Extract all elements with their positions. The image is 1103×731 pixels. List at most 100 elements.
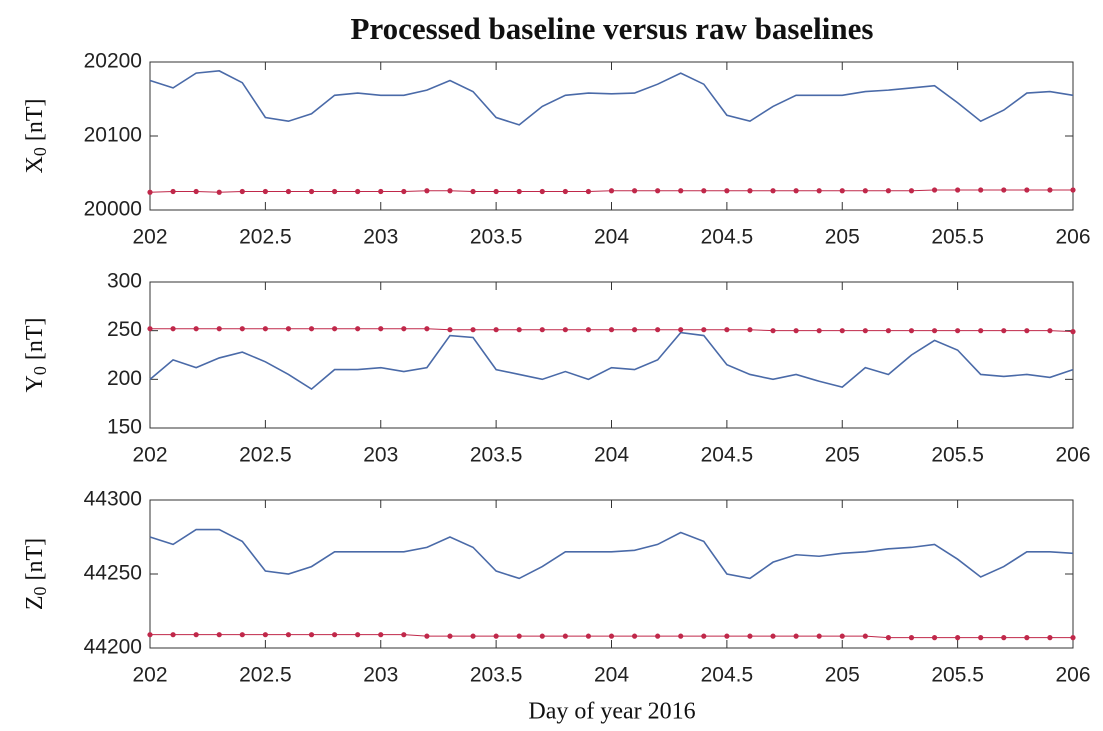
y-tick-label: 20000 (84, 198, 142, 221)
marker (516, 327, 522, 333)
marker (332, 326, 338, 332)
marker (955, 187, 961, 193)
x-tick-label: 205.5 (931, 444, 984, 467)
marker (378, 632, 384, 638)
marker (308, 632, 315, 638)
marker (239, 188, 245, 195)
marker (1047, 187, 1053, 193)
x-tick-label: 202 (132, 444, 167, 467)
marker (470, 188, 476, 195)
marker (816, 188, 822, 194)
marker (862, 328, 868, 334)
marker (170, 326, 176, 332)
marker (539, 633, 545, 639)
marker (1070, 635, 1076, 641)
x-tick-label: 204 (594, 226, 629, 249)
marker (655, 327, 661, 333)
x-tick-label: 204.5 (701, 444, 754, 467)
marker (1001, 187, 1007, 193)
marker (724, 633, 730, 639)
marker (678, 327, 684, 333)
marker (193, 326, 199, 332)
marker (1024, 328, 1030, 334)
marker (839, 188, 845, 194)
y-label-subscript: 0 (30, 586, 50, 595)
y-label-unit: [nT] (22, 318, 48, 361)
x-tick-label: 203 (363, 444, 398, 467)
marker (516, 633, 522, 639)
marker (262, 188, 268, 195)
marker (931, 187, 938, 193)
y-label-unit: [nT] (22, 99, 48, 142)
marker (678, 188, 684, 194)
marker (447, 188, 453, 194)
marker (216, 189, 222, 195)
marker (862, 633, 868, 639)
marker (978, 328, 984, 334)
marker (1001, 328, 1007, 334)
x-tick-label: 204.5 (701, 664, 754, 687)
y-tick-label: 20100 (84, 124, 142, 147)
marker (424, 188, 430, 194)
marker (539, 188, 545, 195)
marker (839, 633, 845, 639)
x-tick-label: 204 (594, 444, 629, 467)
marker (770, 328, 776, 334)
marker (1047, 635, 1053, 641)
marker (147, 632, 153, 638)
y-tick-label: 300 (107, 270, 142, 293)
x-tick-label: 205 (825, 664, 860, 687)
marker (562, 327, 568, 333)
y-label-unit: [nT] (22, 538, 48, 581)
marker (885, 635, 892, 641)
marker (631, 327, 638, 333)
marker (470, 633, 476, 639)
marker (978, 187, 984, 193)
marker (747, 633, 753, 639)
marker (701, 188, 707, 194)
y-tick-label: 250 (107, 318, 142, 341)
marker (447, 633, 453, 639)
x-tick-label: 206 (1055, 226, 1090, 249)
marker (701, 633, 707, 639)
x-axis-label: Day of year 2016 (528, 699, 695, 725)
x-tick-label: 205.5 (931, 226, 984, 249)
marker (724, 327, 730, 333)
x-tick-label: 202.5 (239, 226, 292, 249)
marker (631, 188, 638, 194)
marker (355, 188, 361, 195)
marker (1047, 328, 1053, 334)
marker (793, 328, 799, 334)
marker (562, 188, 568, 195)
marker (655, 188, 661, 194)
marker (1001, 635, 1007, 641)
y-tick-label: 200 (107, 367, 142, 390)
x-tick-label: 202 (132, 664, 167, 687)
marker (955, 328, 961, 334)
marker (447, 327, 453, 333)
marker (355, 632, 361, 638)
x-tick-label: 205.5 (931, 664, 984, 687)
plot-area (149, 499, 1074, 649)
plot-area (149, 281, 1074, 429)
marker (978, 635, 984, 641)
marker (608, 633, 615, 639)
x-tick-label: 203.5 (470, 226, 523, 249)
x-tick-label: 203 (363, 664, 398, 687)
x-tick-label: 204 (594, 664, 629, 687)
marker (1070, 187, 1076, 193)
y-label-subscript: 0 (30, 366, 50, 375)
marker (701, 327, 707, 333)
y-label-symbol: Z (22, 595, 48, 610)
marker (424, 326, 430, 332)
marker (216, 326, 222, 332)
x-tick-label: 204.5 (701, 226, 754, 249)
marker (216, 632, 222, 638)
marker (308, 188, 315, 195)
marker (239, 326, 245, 332)
y-tick-label: 44250 (84, 562, 142, 585)
marker (908, 635, 915, 641)
marker (747, 188, 753, 194)
marker (239, 632, 245, 638)
